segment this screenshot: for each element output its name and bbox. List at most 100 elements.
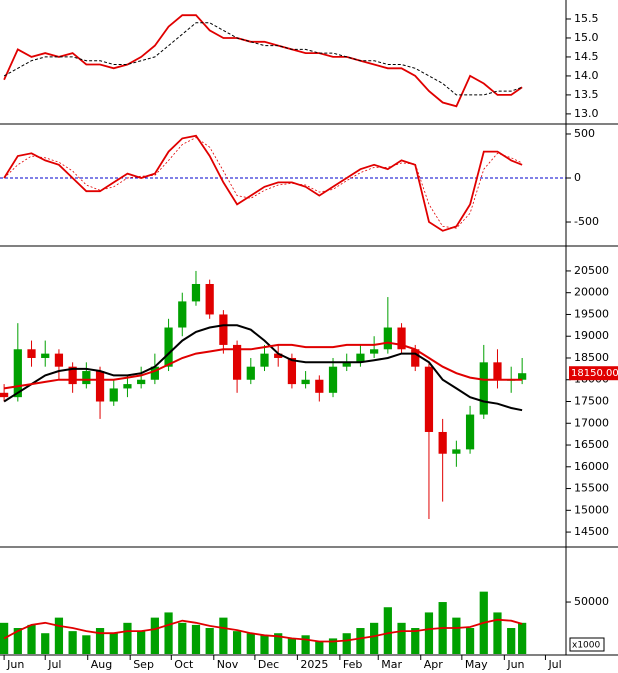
volume-bar [41, 633, 50, 654]
volume-bar [150, 617, 159, 654]
candle-body [465, 414, 475, 450]
volume-bar [507, 628, 516, 654]
volume-bar [205, 628, 214, 654]
volume-bar [54, 617, 64, 654]
x-tick-label: Dec [258, 658, 279, 671]
volume-bar [164, 612, 173, 654]
last-price-label: 18150.00 [571, 368, 618, 379]
volume-bar [13, 628, 22, 654]
volume-bar [518, 622, 527, 654]
volume-bar [274, 633, 283, 654]
x-tick-label: Nov [217, 658, 239, 671]
y-tick-label: 17000 [574, 416, 609, 429]
volume-bar [452, 617, 461, 654]
volume-bar [232, 631, 242, 654]
y-tick-label: 15.5 [574, 12, 599, 25]
x-tick-label: Jul [547, 658, 561, 671]
volume-bar [246, 633, 255, 654]
volume-bar [301, 635, 310, 654]
x-tick-label: Aug [91, 658, 112, 671]
x-tick-label: Feb [343, 658, 362, 671]
candle-body [178, 301, 187, 328]
candle-body [301, 379, 310, 385]
y-tick-label: 15.0 [574, 31, 599, 44]
y-tick-label: 500 [574, 127, 595, 140]
candle-body [274, 353, 283, 358]
candle-body [54, 353, 64, 367]
volume-bar [315, 641, 324, 654]
candle-body [123, 384, 132, 389]
y-tick-label: 16000 [574, 460, 609, 473]
candle-body [219, 314, 228, 345]
volume-bar [109, 633, 118, 654]
y-tick-label: 14500 [574, 525, 609, 538]
candle-body [41, 353, 50, 358]
line-series [3, 341, 523, 390]
line-series [3, 618, 523, 643]
y-tick-label: 0 [574, 171, 581, 184]
volume-bar [397, 622, 406, 654]
x-tick-label: Oct [174, 658, 194, 671]
x-tick-label: Sep [133, 658, 154, 671]
y-tick-label: 19000 [574, 329, 609, 342]
volume-bar [27, 624, 36, 654]
y-tick-label: 13.5 [574, 88, 599, 101]
candle-body [205, 283, 214, 315]
y-tick-label: 20000 [574, 286, 609, 299]
x-tick-label: May [465, 658, 488, 671]
candle-body [518, 373, 527, 380]
candle-body [452, 449, 461, 454]
x-tick-label: Apr [424, 658, 444, 671]
candle-body [137, 379, 146, 385]
volume-bar [328, 638, 338, 654]
candle-body [328, 366, 338, 393]
y-tick-label: 20500 [574, 264, 609, 277]
candle-body [246, 366, 255, 380]
y-tick-label: 15000 [574, 503, 609, 516]
x-tick-label: Jun [506, 658, 524, 671]
candle-body [479, 362, 488, 415]
unit-box [569, 637, 605, 652]
line-series [3, 134, 523, 232]
candle-body [150, 366, 159, 380]
candle-body [342, 362, 351, 367]
volume-bar [493, 612, 502, 654]
y-tick-label: 17500 [574, 395, 609, 408]
volume-bar [68, 631, 77, 654]
volume-bar [260, 635, 269, 654]
y-tick-label: 15500 [574, 482, 609, 495]
candle-body [260, 353, 269, 367]
volume-bar [342, 633, 351, 654]
volume-bar [424, 612, 434, 654]
volume-bar [383, 607, 392, 654]
line-series [3, 137, 523, 229]
volume-bar [191, 624, 201, 654]
x-tick-label: Jul [47, 658, 61, 671]
candle-body [109, 388, 118, 402]
candle-body [82, 371, 91, 385]
candle-body [232, 344, 242, 380]
y-tick-label: 50000 [574, 595, 609, 608]
candle-body [411, 349, 420, 367]
y-tick-label: 14.5 [574, 50, 599, 63]
volume-bar [219, 617, 228, 654]
y-tick-label: -500 [574, 215, 599, 228]
y-tick-label: 14.0 [574, 69, 599, 82]
candle-body [493, 362, 502, 380]
volume-bar [370, 622, 379, 654]
candle-body [0, 392, 9, 398]
candle-body [438, 431, 447, 454]
candle-body [397, 327, 406, 350]
volume-bar [82, 635, 91, 654]
line-series [3, 22, 523, 96]
last-price-box [569, 366, 618, 381]
candle-body [27, 349, 36, 358]
volume-bar [465, 628, 475, 654]
volume-bar [356, 628, 365, 654]
y-tick-label: 16500 [574, 438, 609, 451]
volume-bar [411, 628, 420, 654]
candle-body [95, 371, 105, 402]
candle-body [13, 349, 22, 398]
